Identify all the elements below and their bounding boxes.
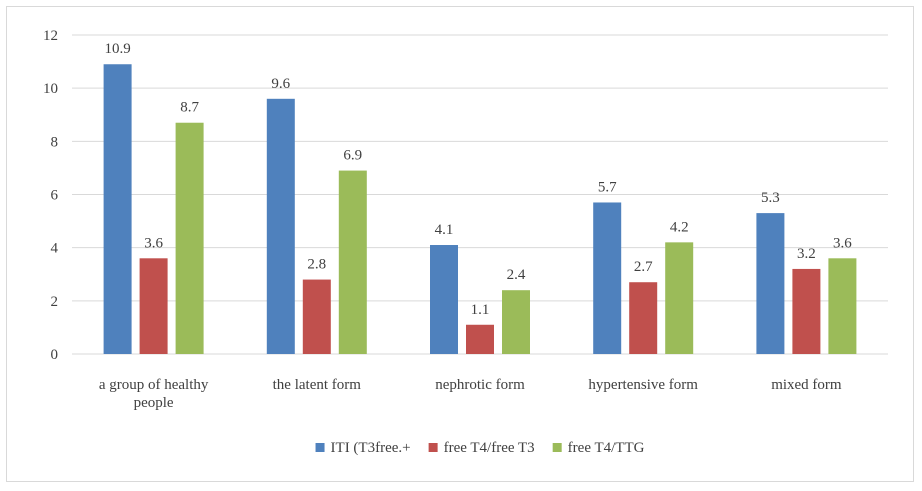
x-category-label: the latent form	[273, 377, 362, 393]
data-label: 6.9	[343, 148, 362, 164]
data-label: 1.1	[471, 302, 490, 318]
legend-swatch	[552, 443, 562, 452]
x-category-label: mixed form	[771, 377, 842, 393]
bar	[302, 279, 331, 354]
data-label: 5.3	[761, 190, 780, 206]
bar	[338, 170, 367, 354]
data-label: 3.2	[797, 246, 816, 262]
data-label: 9.6	[271, 76, 290, 92]
data-label: 8.7	[180, 100, 199, 116]
bar	[139, 258, 168, 354]
bar	[665, 242, 694, 354]
data-labels: 10.9 3.6 8.7 9.6 2.8 6.9 4.1 1.1 2.4 5.7 2.7 4.2 5.3…	[104, 41, 852, 318]
legend-swatch	[428, 443, 438, 452]
data-label: 10.9	[104, 41, 130, 57]
legend-label: ITI (T3free.+	[331, 440, 411, 456]
data-label: 2.8	[307, 257, 326, 273]
legend-item: free T4/free T3	[428, 440, 535, 456]
bar	[466, 324, 494, 354]
axes: 0 2 4 6 8 10 12 a group of healthy people the lat…	[43, 28, 888, 411]
bars	[103, 64, 857, 354]
y-tick-label: 10	[43, 81, 58, 97]
data-label: 2.7	[634, 259, 653, 275]
legend-label: free T4/free T3	[444, 440, 535, 456]
bar	[593, 202, 622, 354]
bar	[266, 98, 295, 354]
bar	[792, 268, 821, 354]
data-label: 3.6	[833, 235, 852, 251]
data-label: 3.6	[144, 235, 163, 251]
legend-swatch	[315, 443, 325, 452]
x-category-label: people	[134, 395, 174, 411]
x-category-label: hypertensive form	[588, 377, 698, 393]
x-category-label: a group of healthy	[99, 377, 209, 393]
bar	[828, 258, 857, 354]
data-label: 2.4	[507, 267, 526, 283]
legend-item: free T4/TTG	[552, 440, 645, 456]
y-tick-label: 12	[43, 28, 58, 44]
bar	[175, 122, 204, 354]
x-category-label: nephrotic form	[435, 377, 525, 393]
bar	[756, 213, 785, 354]
legend-item: ITI (T3free.+	[315, 440, 411, 456]
y-tick-label: 4	[51, 241, 59, 257]
legend-label: free T4/TTG	[568, 440, 645, 456]
legend: ITI (T3free.+ free T4/free T3 free T4/TTG	[315, 440, 645, 456]
data-label: 4.1	[435, 222, 454, 238]
data-label: 5.7	[598, 179, 617, 195]
data-label: 4.2	[670, 219, 689, 235]
gridlines	[72, 34, 888, 302]
y-tick-label: 6	[51, 188, 59, 204]
bar	[430, 245, 458, 354]
bar	[629, 282, 658, 354]
bar	[502, 290, 530, 354]
y-tick-label: 0	[51, 347, 59, 363]
y-tick-label: 8	[51, 134, 59, 150]
y-tick-label: 2	[51, 294, 59, 310]
bar	[103, 64, 132, 354]
